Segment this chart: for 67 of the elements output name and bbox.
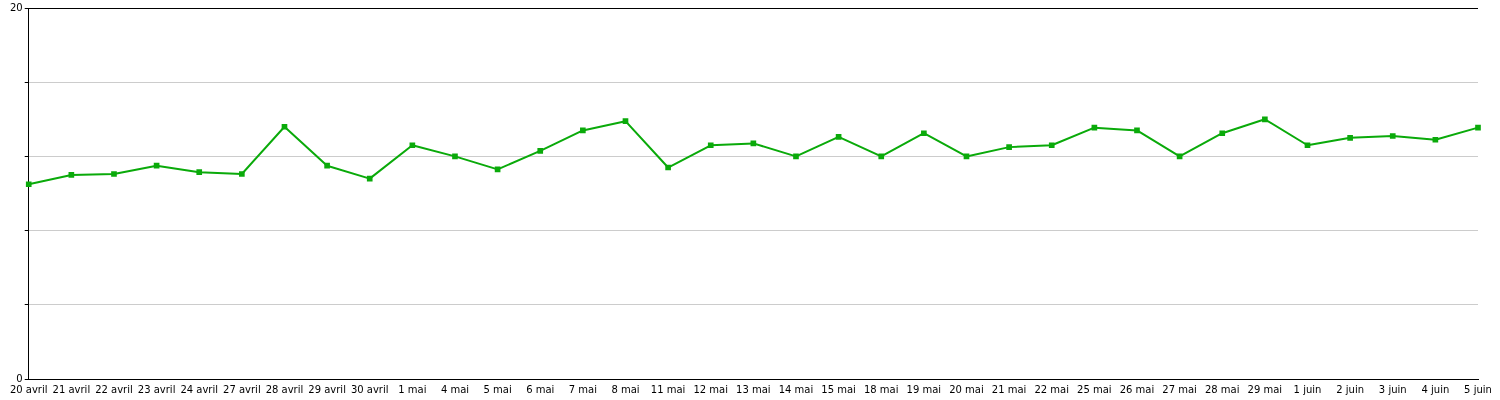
- point: [239, 171, 245, 177]
- x-tick-label: 19 mai: [906, 383, 942, 395]
- point: [1262, 116, 1268, 123]
- point: [835, 134, 842, 140]
- point: [878, 153, 885, 160]
- x-tick-label: 5 juin: [1464, 383, 1492, 395]
- point: [580, 127, 586, 134]
- x-tick-label: 20 mai: [949, 383, 984, 395]
- point: [921, 130, 927, 137]
- x-tick-label: 2 juin: [1336, 383, 1365, 395]
- x-tick-label: 1 mai: [398, 383, 427, 395]
- point: [1048, 142, 1055, 149]
- point: [281, 123, 288, 130]
- point: [153, 162, 160, 169]
- point: [68, 172, 75, 178]
- point: [452, 153, 458, 160]
- x-tick-label: 15 mai: [821, 383, 856, 395]
- x-tick-label: 20 avril: [9, 383, 48, 395]
- x-tick-label: 3 juin: [1378, 383, 1407, 395]
- x-tick-label: 5 mai: [483, 383, 512, 395]
- x-tick-label: 24 avril: [180, 383, 219, 395]
- point: [1432, 136, 1439, 143]
- point: [1304, 142, 1311, 149]
- x-tick-label: 4 juin: [1421, 383, 1450, 395]
- point: [1134, 127, 1140, 134]
- x-tick-label: 21 avril: [52, 383, 91, 395]
- point: [196, 169, 203, 175]
- x-tick-label: 29 mai: [1247, 383, 1283, 395]
- x-tick-label: 18 mai: [863, 383, 899, 395]
- x-tick-label: 25 mai: [1077, 383, 1112, 395]
- point: [324, 162, 330, 169]
- point: [537, 148, 544, 154]
- point: [622, 118, 629, 124]
- x-tick-label: 8 mai: [611, 383, 640, 395]
- x-tick-label: 6 mai: [526, 383, 555, 395]
- x-tick-label: 21 mai: [991, 383, 1027, 395]
- y-tick-label: 20: [9, 1, 23, 13]
- x-tick-label: 23 avril: [137, 383, 176, 395]
- x-tick-label: 7 mai: [568, 383, 597, 395]
- x-tick-label: 28 avril: [265, 383, 304, 395]
- point: [665, 164, 671, 171]
- point: [793, 153, 799, 160]
- x-tick-label: 27 mai: [1162, 383, 1197, 395]
- x-tick-label: 27 avril: [223, 383, 261, 395]
- point: [366, 175, 373, 182]
- x-tick-label: 1 juin: [1293, 383, 1322, 395]
- point: [707, 142, 714, 149]
- point: [25, 181, 32, 188]
- x-tick-label: 28 mai: [1204, 383, 1240, 395]
- point: [1389, 133, 1396, 139]
- point: [1006, 144, 1012, 150]
- x-tick-label: 12 mai: [693, 383, 729, 395]
- x-tick-label: 26 mai: [1119, 383, 1155, 395]
- point: [1475, 124, 1481, 131]
- x-tick-label: 13 mai: [736, 383, 771, 395]
- x-tick-label: 14 mai: [778, 383, 814, 395]
- x-tick-label: 11 mai: [650, 383, 686, 395]
- point: [1219, 130, 1226, 137]
- point: [409, 142, 416, 149]
- point: [111, 171, 117, 177]
- x-tick-label: 22 avril: [95, 383, 133, 395]
- point: [1347, 135, 1353, 141]
- x-tick-label: 22 mai: [1034, 383, 1070, 395]
- x-tick-label: 4 mai: [440, 383, 470, 395]
- x-tick-label: 29 avril: [308, 383, 346, 395]
- y-tick-label: 0: [16, 372, 23, 384]
- x-tick-label: 30 avril: [350, 383, 389, 395]
